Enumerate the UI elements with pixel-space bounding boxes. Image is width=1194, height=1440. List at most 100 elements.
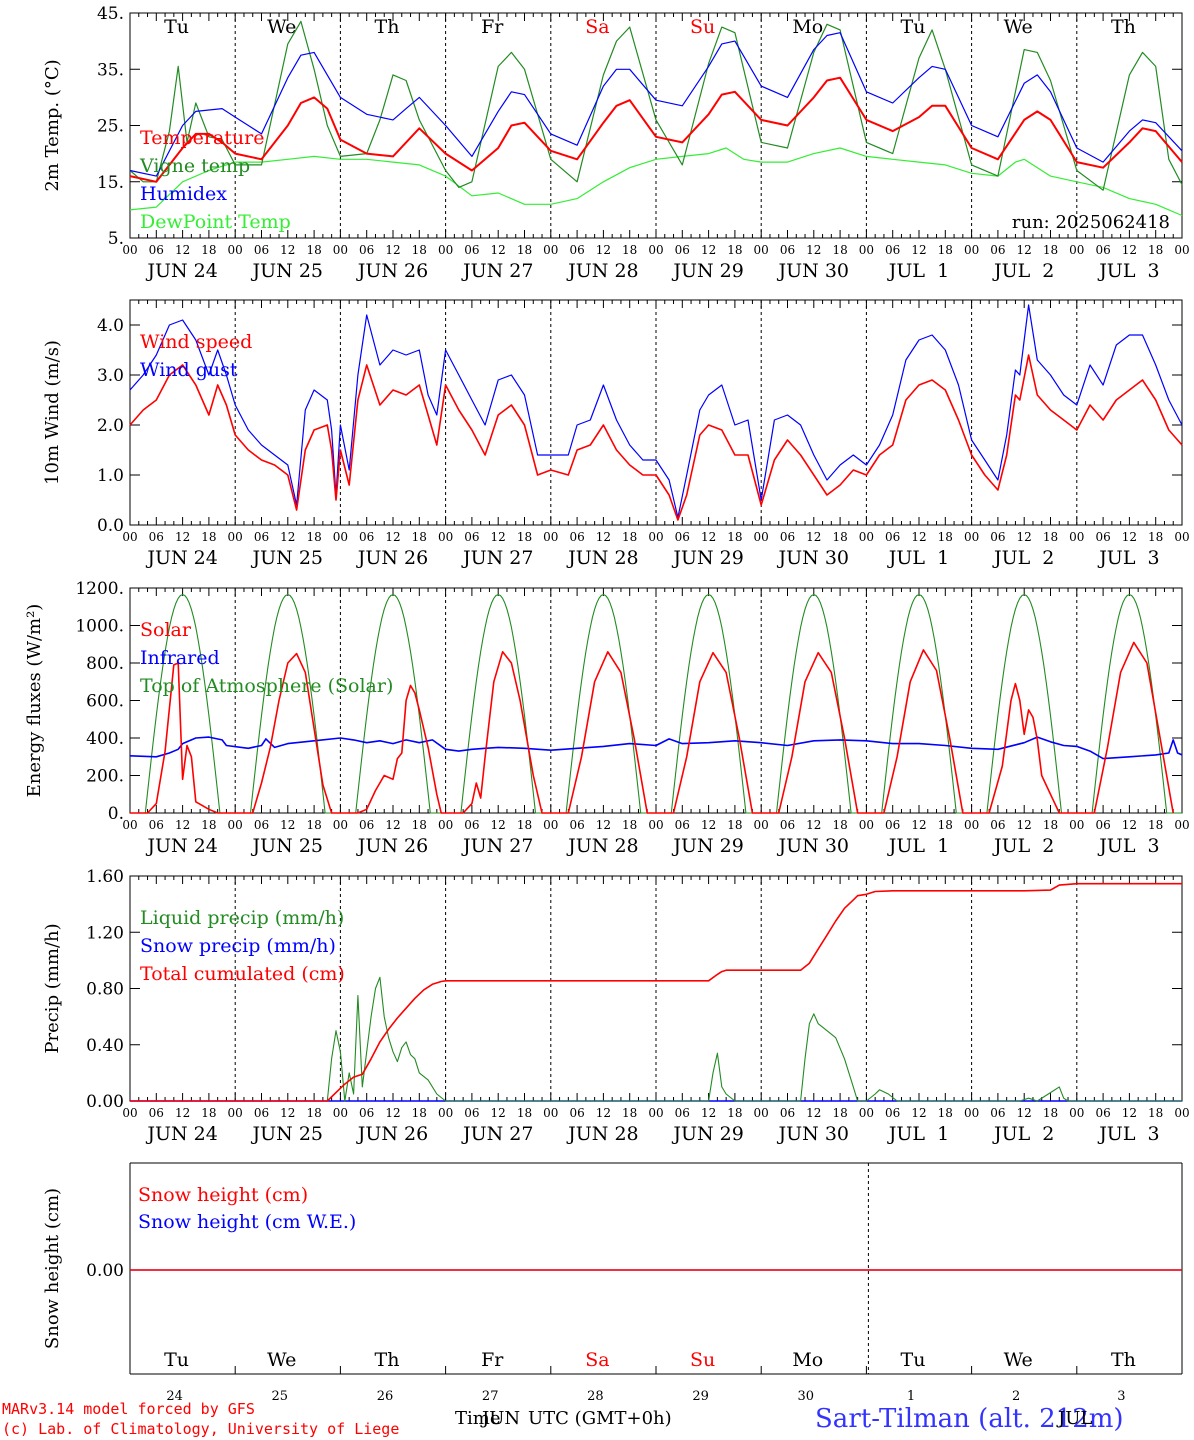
date-label: JUL 2: [992, 260, 1054, 282]
hour-tick-label: 12: [701, 530, 716, 544]
hour-tick-label: 00: [543, 243, 558, 257]
hour-tick-label: 00: [122, 530, 137, 544]
date-label: JUL 3: [1097, 1123, 1159, 1145]
y-tick-label: 1.20: [86, 923, 124, 943]
hour-tick-label: 06: [675, 530, 690, 544]
hour-tick-label: 00: [438, 530, 453, 544]
day-name-label: Th: [1111, 1349, 1136, 1371]
run-label: run: 2025062418: [1012, 212, 1170, 233]
hour-tick-label: 00: [754, 243, 769, 257]
hour-tick-label: 12: [280, 530, 295, 544]
hour-tick-label: 06: [990, 243, 1005, 257]
hour-tick-label: 18: [832, 530, 847, 544]
date-label: JUN 30: [777, 835, 849, 857]
hour-tick-label: 06: [254, 243, 269, 257]
y-tick-label: 0.00: [86, 1092, 124, 1112]
date-label: JUN 29: [671, 1123, 743, 1145]
x-axis-units: UTC (GMT+0h): [528, 1408, 672, 1429]
hour-tick-label: 00: [964, 1106, 979, 1120]
hour-tick-label: 18: [517, 243, 532, 257]
hour-tick-label: 18: [517, 530, 532, 544]
y-tick-label: 1.60: [86, 867, 124, 887]
hour-tick-label: 18: [1043, 1106, 1058, 1120]
date-label: JUN 28: [566, 835, 638, 857]
hour-tick-label: 00: [1174, 530, 1189, 544]
legend-item: Infrared: [140, 647, 220, 669]
y-axis-title: Snow height (cm): [42, 1188, 63, 1349]
y-tick-label: 0.40: [86, 1036, 124, 1056]
hour-tick-label: 06: [569, 1106, 584, 1120]
series-line-0: [129, 76, 1183, 183]
hour-tick-label: 00: [122, 818, 137, 832]
hour-tick-label: 18: [201, 243, 216, 257]
hour-tick-label: 06: [1095, 1106, 1110, 1120]
hour-tick-label: 00: [754, 530, 769, 544]
day-name-label: Th: [375, 1349, 400, 1371]
hour-tick-label: 12: [596, 243, 611, 257]
y-tick-label: 0.: [108, 804, 124, 824]
hour-tick-label: 12: [596, 818, 611, 832]
hour-tick-label: 00: [754, 818, 769, 832]
hour-tick-label: 00: [1174, 243, 1189, 257]
date-label: JUN 27: [461, 835, 533, 857]
legend-item: Snow height (cm W.E.): [138, 1211, 356, 1233]
day-name-label: Sa: [585, 16, 609, 38]
hour-tick-label: 18: [1043, 818, 1058, 832]
hour-tick-label: 00: [228, 243, 243, 257]
hour-tick-label: 18: [727, 530, 742, 544]
date-label: JUL 1: [887, 1123, 949, 1145]
hour-tick-label: 06: [990, 818, 1005, 832]
date-label: JUN 26: [356, 835, 428, 857]
legend-item: DewPoint Temp: [140, 211, 291, 233]
hour-tick-label: 06: [1095, 530, 1110, 544]
day-name-label: We: [267, 1349, 296, 1371]
hour-tick-label: 06: [1095, 243, 1110, 257]
hour-tick-label: 06: [780, 243, 795, 257]
date-label: JUN 26: [356, 547, 428, 569]
date-label: JUN 29: [671, 835, 743, 857]
hour-tick-label: 12: [280, 243, 295, 257]
hour-tick-label: 18: [938, 243, 953, 257]
hour-tick-label: 18: [306, 530, 321, 544]
legend-item: Temperature: [140, 127, 264, 149]
hour-tick-label: 12: [806, 1106, 821, 1120]
date-label: JUL 3: [1097, 547, 1159, 569]
day-name-label: Sa: [585, 1349, 609, 1371]
hour-tick-label: 18: [727, 818, 742, 832]
day-name-label: We: [267, 16, 296, 38]
legend-item: Top of Atmosphere (Solar): [140, 675, 393, 697]
hour-tick-label: 18: [622, 530, 637, 544]
hour-tick-label: 12: [806, 818, 821, 832]
legend-item: Vigne temp: [139, 155, 250, 177]
hour-tick-label: 18: [727, 1106, 742, 1120]
hour-tick-label: 06: [780, 530, 795, 544]
hour-tick-label: 06: [359, 243, 374, 257]
date-label: JUN 24: [145, 1123, 217, 1145]
series-line-liquid: [130, 976, 1182, 1102]
hour-tick-label: 06: [464, 1106, 479, 1120]
date-label: JUN 30: [777, 1123, 849, 1145]
series-line-gust: [129, 304, 1183, 519]
day-name-label: Mo: [792, 1349, 823, 1371]
hour-tick-label: 00: [964, 243, 979, 257]
hour-tick-label: 00: [964, 818, 979, 832]
hour-tick-label: 00: [648, 818, 663, 832]
hour-tick-label: 18: [517, 818, 532, 832]
day-number-label: 26: [377, 1389, 394, 1404]
date-label: JUN 28: [566, 547, 638, 569]
hour-tick-label: 06: [464, 243, 479, 257]
hour-tick-label: 12: [596, 530, 611, 544]
hour-tick-label: 18: [412, 530, 427, 544]
series-line-2: [129, 32, 1183, 177]
date-label: JUN 27: [461, 1123, 533, 1145]
date-label: JUL 1: [887, 547, 949, 569]
hour-tick-label: 00: [333, 530, 348, 544]
y-tick-label: 2.0: [97, 416, 124, 436]
y-tick-label: 800.: [86, 654, 124, 674]
series-line-cumulated: [130, 882, 1182, 1102]
hour-tick-label: 00: [859, 243, 874, 257]
hour-tick-label: 18: [622, 243, 637, 257]
date-label: JUL 1: [887, 260, 949, 282]
y-axis-title: Precip (mm/h): [42, 923, 63, 1053]
